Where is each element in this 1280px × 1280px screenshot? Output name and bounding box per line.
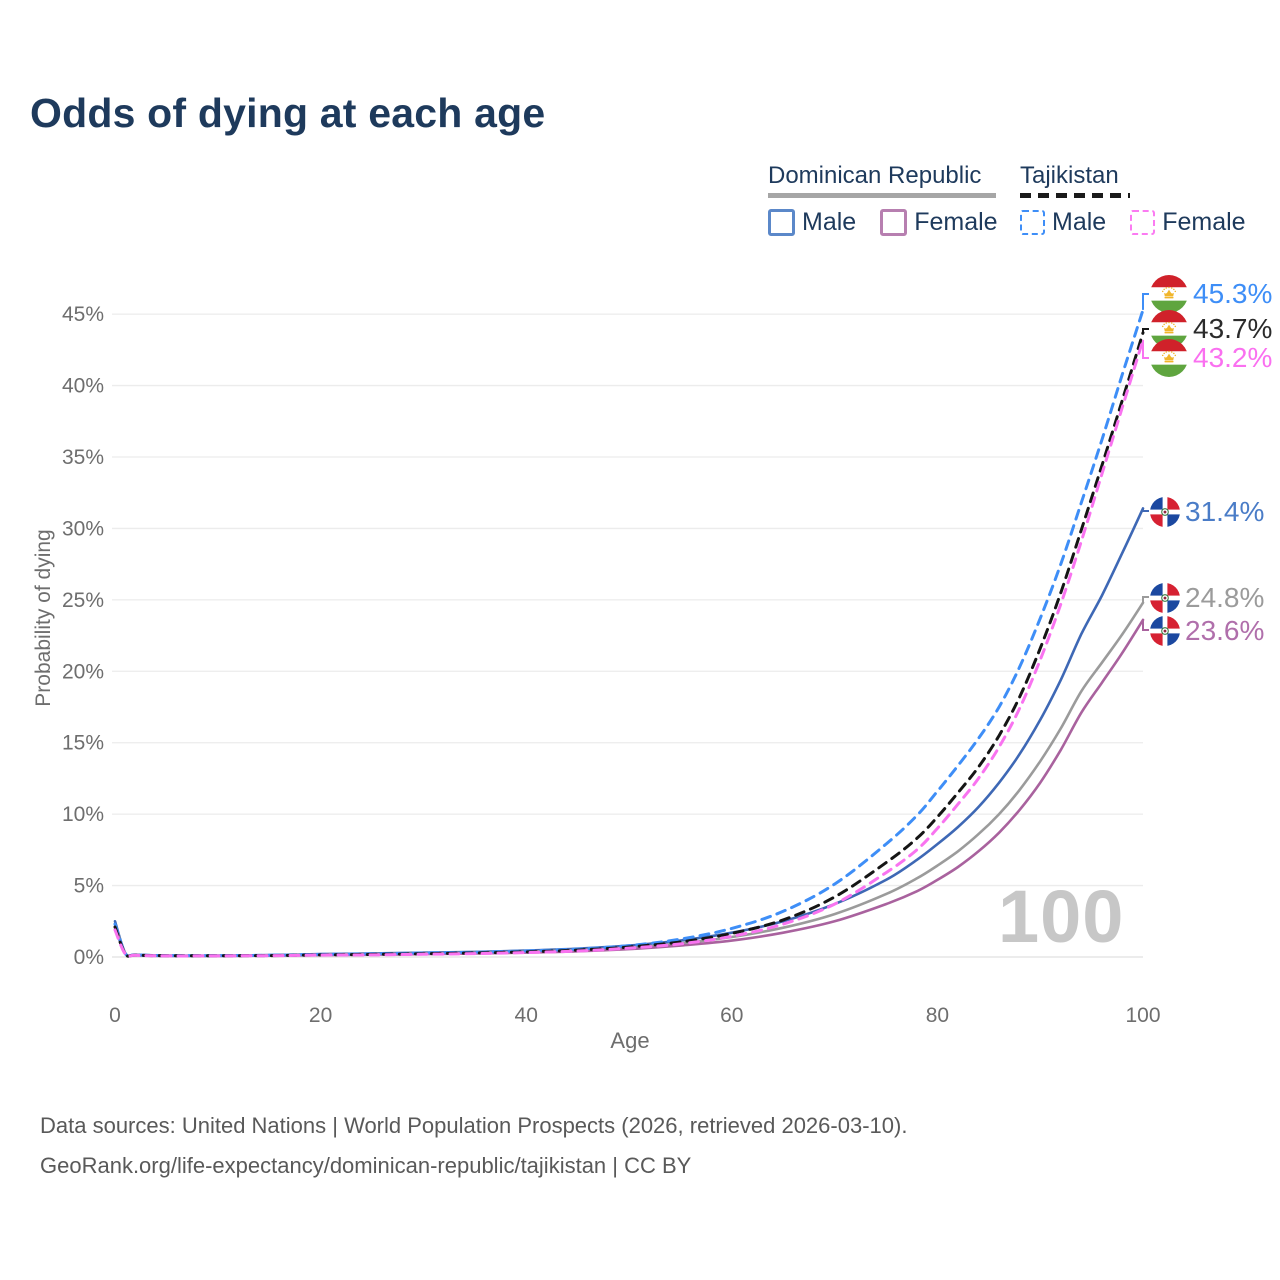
end-label-connector	[1142, 339, 1149, 359]
x-tick-label: 40	[515, 1004, 538, 1027]
end-label-connector	[1142, 619, 1149, 631]
legend-item-dr-male[interactable]: Male	[768, 208, 856, 237]
end-label-value: 43.2%	[1193, 342, 1273, 373]
end-label-value: 23.6%	[1185, 615, 1265, 646]
end-label-connector	[1142, 328, 1149, 333]
y-tick-label: 15%	[62, 732, 104, 755]
legend-row: Male Female	[768, 208, 998, 237]
y-tick-label: 40%	[62, 375, 104, 398]
end-label-tajikistan-female: 43.2%	[1150, 339, 1272, 377]
y-tick-label: 10%	[62, 803, 104, 826]
series-line-dominican-republic-female	[113, 618, 1145, 958]
x-axis-title: Age	[610, 1028, 650, 1053]
x-tick-label: 0	[109, 1004, 121, 1027]
end-label-connector	[1142, 293, 1149, 310]
end-label-value: 24.8%	[1185, 582, 1265, 613]
end-label-dominican-republic-female: 23.6%	[1150, 615, 1264, 647]
dominican-republic-flag-icon	[1150, 616, 1180, 646]
x-tick-label: 80	[926, 1004, 949, 1027]
end-label-connector	[1142, 596, 1149, 603]
legend-item-label: Male	[1052, 208, 1107, 236]
y-tick-label: 45%	[62, 303, 104, 326]
legend-line-sample-dashed	[1020, 193, 1130, 198]
legend-item-tj-female[interactable]: Female	[1130, 208, 1246, 237]
legend-item-tj-male[interactable]: Male	[1020, 208, 1106, 237]
attribution-line: GeoRank.org/life-expectancy/dominican-re…	[40, 1153, 692, 1178]
series-line-dominican-republic-male	[113, 507, 1145, 958]
x-tick-label: 20	[309, 1004, 332, 1027]
y-tick-label: 20%	[62, 660, 104, 683]
legend-item-label: Female	[1162, 208, 1246, 236]
y-tick-label: 35%	[62, 446, 104, 469]
y-tick-label: 25%	[62, 589, 104, 612]
end-label-tajikistan: 43.7%	[1150, 310, 1272, 348]
dominican-republic-flag-icon	[1150, 583, 1180, 613]
legend-item-dr-female[interactable]: Female	[880, 208, 998, 237]
legend-item-label: Male	[802, 208, 857, 236]
dominican-republic-flag-icon	[1150, 497, 1180, 527]
legend-country-label: Dominican Republic	[768, 162, 982, 189]
series-line-tajikistan-female	[113, 338, 1145, 958]
checkbox-dr-female[interactable]	[880, 209, 908, 236]
legend-group-tajikistan: Tajikistan Male Female	[1020, 162, 1246, 237]
series-line-tajikistan-male	[113, 308, 1145, 958]
data-sources-line: Data sources: United Nations | World Pop…	[40, 1113, 908, 1138]
series-line-dominican-republic	[113, 601, 1145, 958]
tajikistan-flag-icon	[1150, 339, 1188, 377]
end-label-value: 45.3%	[1193, 278, 1273, 309]
end-label-tajikistan-male: 45.3%	[1150, 275, 1272, 313]
checkbox-tj-female[interactable]	[1130, 210, 1156, 235]
chart-title: Odds of dying at each age	[30, 90, 546, 136]
x-tick-label: 60	[720, 1004, 743, 1027]
end-label-connector	[1142, 508, 1149, 512]
y-tick-label: 5%	[74, 875, 104, 898]
checkbox-dr-male[interactable]	[768, 209, 795, 236]
legend-country-label: Tajikistan	[1020, 162, 1119, 189]
y-tick-label: 0%	[74, 946, 104, 969]
end-label-value: 31.4%	[1185, 496, 1265, 527]
age-indicator-watermark: 100	[998, 875, 1125, 958]
y-tick-label: 30%	[62, 517, 104, 540]
end-label-dominican-republic-male: 31.4%	[1150, 496, 1264, 528]
legend-line-sample-solid	[768, 193, 996, 198]
legend-row: Male Female	[1020, 208, 1246, 237]
tajikistan-flag-icon	[1150, 275, 1188, 313]
legend-item-label: Female	[914, 208, 998, 236]
end-label-value: 43.7%	[1193, 313, 1273, 344]
checkbox-tj-male[interactable]	[1020, 210, 1045, 235]
y-axis-title: Probability of dying	[32, 529, 55, 707]
series-line-tajikistan	[113, 331, 1145, 958]
end-label-dominican-republic: 24.8%	[1150, 582, 1264, 614]
legend-group-dominican-republic: Dominican Republic Male Female	[768, 162, 998, 237]
footer: Data sources: United Nations | World Pop…	[40, 1106, 907, 1186]
x-tick-label: 100	[1125, 1004, 1160, 1027]
